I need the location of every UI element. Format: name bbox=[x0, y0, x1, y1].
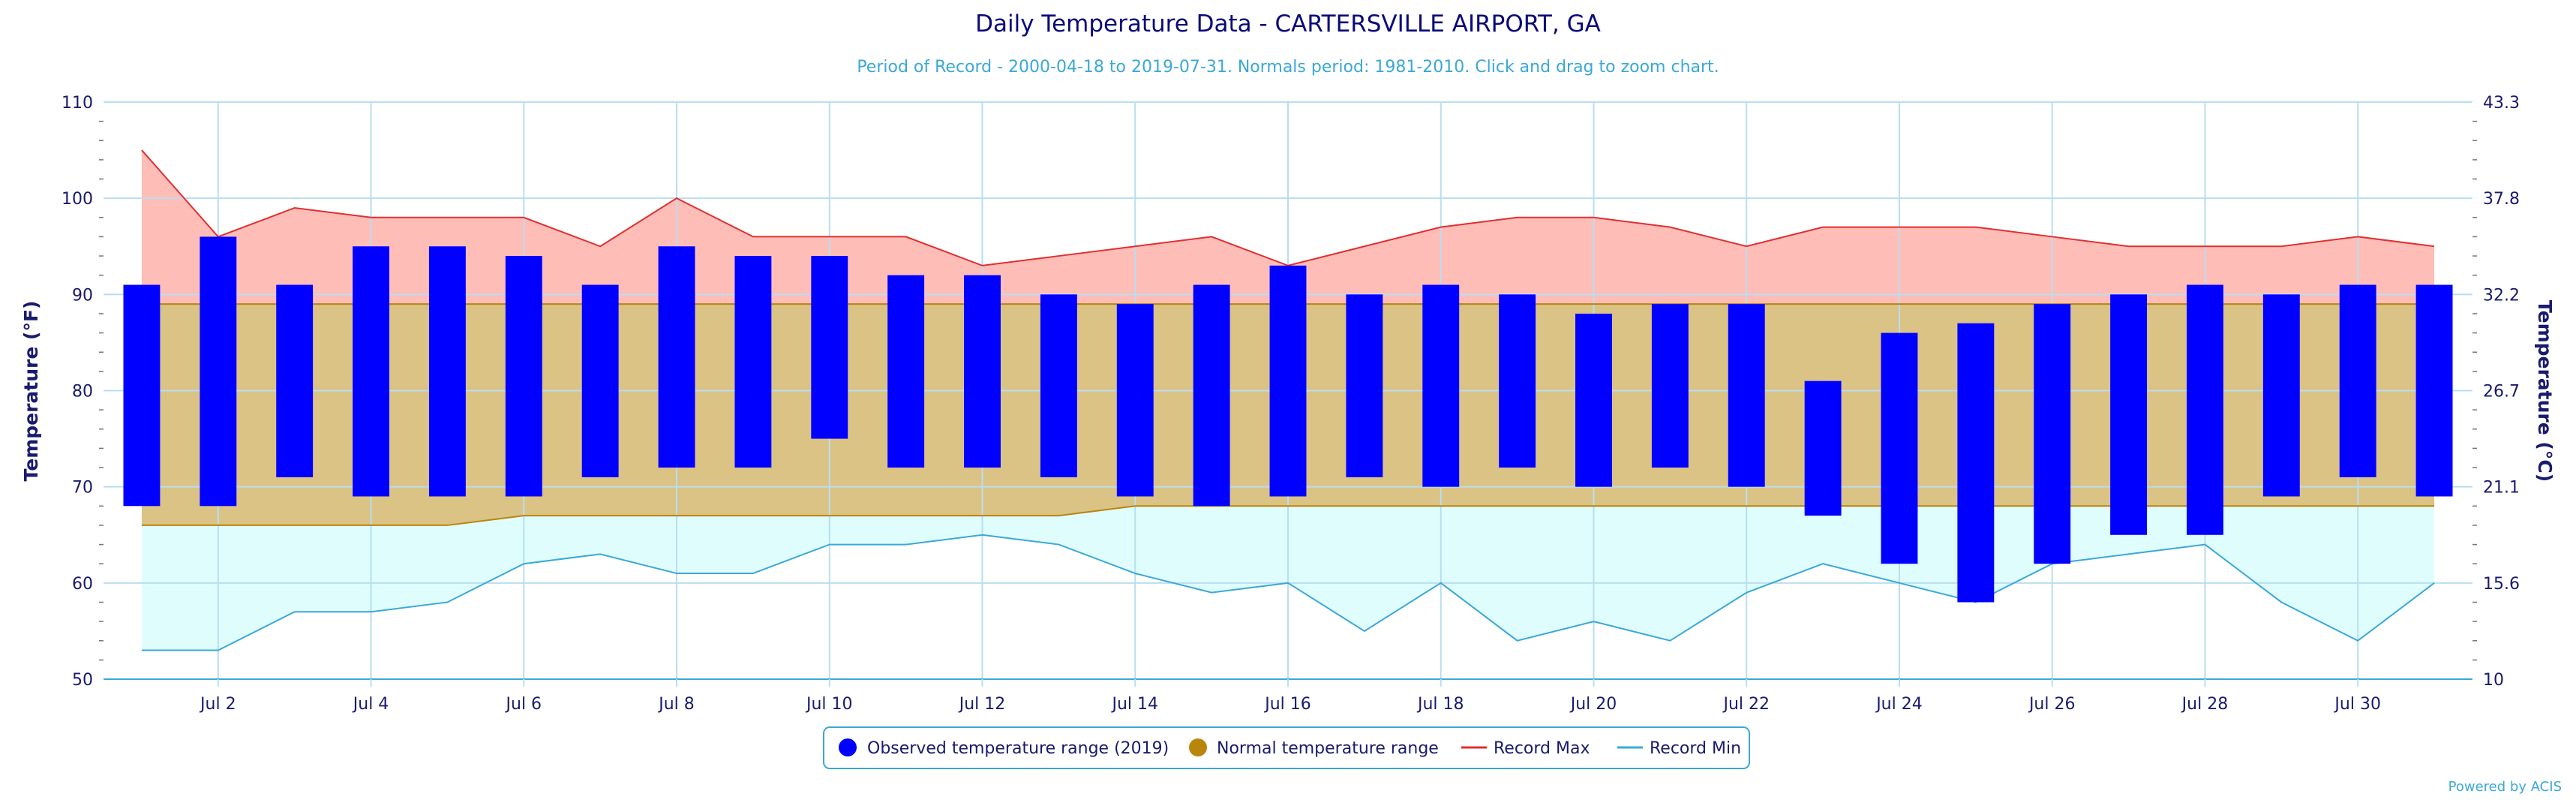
x-tick-label: Jul 6 bbox=[505, 695, 542, 714]
record-min-line bbox=[141, 534, 2435, 651]
legend-record-max-label: Record Max bbox=[1494, 739, 1590, 758]
x-tick-label: Jul 28 bbox=[2181, 695, 2229, 714]
observed-range-bar[interactable] bbox=[1804, 380, 1842, 516]
observed-range-bar[interactable] bbox=[1881, 332, 1918, 564]
y-tick-label-right: 32.2 bbox=[2483, 286, 2520, 305]
observed-range-bar[interactable] bbox=[811, 256, 848, 439]
y-tick-label-right: 15.6 bbox=[2483, 575, 2520, 594]
legend-observed-marker bbox=[839, 738, 857, 756]
y-tick-label-right: 43.3 bbox=[2483, 94, 2520, 113]
legend-item-normal[interactable]: Normal temperature range bbox=[1189, 738, 1439, 758]
observed-range-bar[interactable] bbox=[1957, 323, 1995, 603]
record-max-area bbox=[141, 150, 2435, 305]
x-tick-label: Jul 12 bbox=[958, 695, 1006, 714]
observed-range-bar[interactable] bbox=[276, 284, 314, 477]
observed-range-bar[interactable] bbox=[123, 284, 161, 507]
y-axis-title-left: Temperature (°F) bbox=[20, 301, 42, 482]
y-tick-label-left: 70 bbox=[72, 479, 93, 498]
series-layer bbox=[123, 149, 2453, 651]
y-tick-label-right: 37.8 bbox=[2483, 190, 2520, 209]
observed-range-bar[interactable] bbox=[1193, 284, 1230, 507]
y-axis-title-right: Temperature (°C) bbox=[2534, 300, 2556, 482]
legend-box bbox=[823, 726, 1750, 769]
legend-item-record-max[interactable]: Record Max bbox=[1461, 739, 1590, 758]
legend: Observed temperature range (2019) Normal… bbox=[823, 726, 1750, 769]
credit-link[interactable]: Powered by ACIS bbox=[2448, 779, 2562, 795]
y-tick-label-left: 60 bbox=[72, 575, 93, 594]
observed-range-bar[interactable] bbox=[2415, 284, 2453, 497]
y-tick-label-left: 50 bbox=[72, 671, 93, 690]
observed-range-bar[interactable] bbox=[353, 246, 389, 497]
observed-range-bar[interactable] bbox=[581, 284, 619, 477]
x-tick-label: Jul 30 bbox=[2333, 695, 2381, 714]
legend-observed-label: Observed temperature range (2019) bbox=[867, 739, 1169, 758]
observed-range-bar[interactable] bbox=[1346, 294, 1383, 477]
legend-normal-marker bbox=[1189, 738, 1207, 756]
observed-range-bar[interactable] bbox=[428, 246, 466, 497]
observed-range-bar[interactable] bbox=[2339, 284, 2376, 477]
x-tick-label: Jul 22 bbox=[1722, 695, 1770, 714]
x-tick-label: Jul 16 bbox=[1263, 695, 1311, 714]
x-tick-label: Jul 26 bbox=[2028, 695, 2076, 714]
observed-range-bar[interactable] bbox=[1269, 265, 1307, 497]
observed-range-bar[interactable] bbox=[658, 246, 695, 468]
x-tick-label: Jul 2 bbox=[199, 695, 236, 714]
observed-range-bar[interactable] bbox=[1422, 284, 1460, 487]
observed-range-bar[interactable] bbox=[2034, 304, 2071, 564]
observed-range-bar[interactable] bbox=[1728, 304, 1765, 487]
observed-range-bar[interactable] bbox=[200, 236, 237, 507]
legend-item-observed[interactable]: Observed temperature range (2019) bbox=[839, 738, 1169, 758]
observed-range-bar[interactable] bbox=[1040, 294, 1077, 477]
observed-range-bar[interactable] bbox=[1651, 304, 1689, 468]
x-tick-label: Jul 18 bbox=[1416, 695, 1464, 714]
y-tick-label-left: 110 bbox=[62, 94, 93, 113]
x-tick-label: Jul 24 bbox=[1875, 695, 1923, 714]
chart-title: Daily Temperature Data - CARTERSVILLE AI… bbox=[975, 11, 1601, 38]
observed-range-bar[interactable] bbox=[505, 256, 542, 497]
legend-item-record-min[interactable]: Record Min bbox=[1617, 739, 1741, 758]
observed-range-bar[interactable] bbox=[734, 256, 772, 468]
observed-range-bar[interactable] bbox=[1499, 294, 1536, 468]
y-tick-label-right: 26.7 bbox=[2483, 383, 2520, 402]
y-tick-label-right: 21.1 bbox=[2483, 479, 2520, 498]
x-tick-label: Jul 4 bbox=[352, 695, 389, 714]
observed-range-bar[interactable] bbox=[887, 275, 925, 468]
x-tick-label: Jul 8 bbox=[657, 695, 695, 714]
legend-record-min-label: Record Min bbox=[1650, 739, 1741, 758]
x-tick-label: Jul 20 bbox=[1569, 695, 1617, 714]
observed-range-bar[interactable] bbox=[2262, 294, 2300, 497]
y-tick-label-left: 90 bbox=[72, 286, 93, 305]
observed-range-bar[interactable] bbox=[1116, 304, 1154, 497]
y-tick-label-right: 10 bbox=[2483, 671, 2504, 690]
y-tick-label-left: 100 bbox=[62, 190, 93, 209]
observed-range-bar[interactable] bbox=[2110, 294, 2148, 535]
observed-range-bar[interactable] bbox=[2187, 284, 2223, 535]
axes: Jul 2 Jul 4 Jul 6 Jul 8 Jul 10 Jul 12 Jul 14 Ju… bbox=[62, 94, 2520, 714]
observed-range-bar[interactable] bbox=[1575, 313, 1612, 487]
chart-subtitle: Period of Record - 2000-04-18 to 2019-07… bbox=[857, 58, 1719, 77]
observed-range-bar[interactable] bbox=[964, 275, 1001, 468]
x-tick-label: Jul 10 bbox=[805, 695, 853, 714]
y-tick-label-left: 80 bbox=[72, 383, 93, 402]
x-tick-label: Jul 14 bbox=[1110, 695, 1158, 714]
legend-normal-label: Normal temperature range bbox=[1217, 739, 1439, 758]
